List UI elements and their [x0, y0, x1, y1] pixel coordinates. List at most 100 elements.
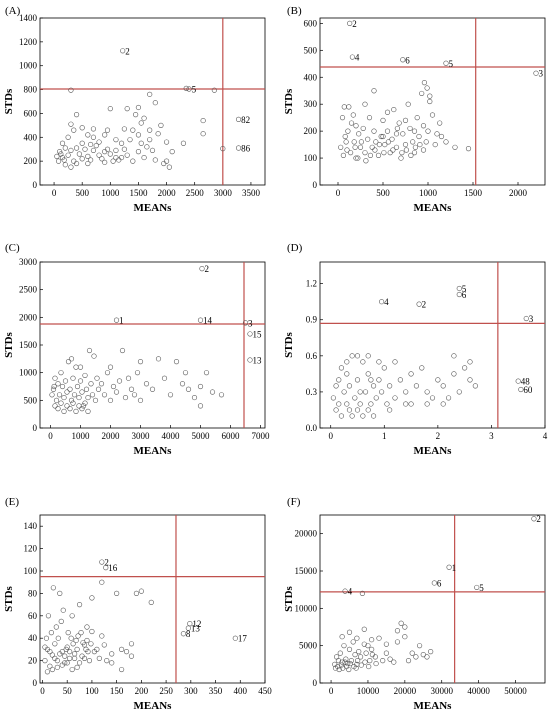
scatter-point — [45, 613, 52, 619]
scatter-point — [183, 85, 189, 91]
labeled-point — [103, 565, 109, 571]
x-tick-label: 7000 — [252, 431, 271, 441]
y-tick-label: 20000 — [295, 529, 318, 539]
y-tick-label: 0.3 — [306, 387, 318, 397]
scatter-point — [77, 378, 84, 384]
scatter-point — [161, 160, 167, 167]
scatter-point — [343, 139, 349, 145]
scatter-point — [354, 407, 361, 413]
scatter-point — [76, 403, 82, 409]
scatter-point — [84, 637, 90, 644]
scatter-point — [391, 106, 397, 113]
x-tick-label: 3500 — [242, 188, 261, 198]
scatter-point — [121, 146, 127, 152]
point-label: 2 — [352, 19, 357, 29]
scatter-point — [348, 150, 354, 156]
scatter-point — [350, 639, 356, 645]
labeled-point — [446, 564, 452, 570]
scatter-point — [346, 629, 353, 635]
scatter-point — [149, 386, 156, 392]
scatter-point — [67, 406, 73, 412]
scatter-point — [384, 128, 391, 134]
scatter-point — [65, 152, 71, 158]
y-tick-label: 200 — [304, 126, 318, 136]
y-axis-title: STDs — [3, 331, 15, 357]
scatter-point — [179, 381, 186, 387]
scatter-point — [84, 624, 90, 630]
scatter-point — [339, 634, 345, 640]
point-label: 5 — [479, 583, 484, 593]
scatter-point — [60, 607, 66, 613]
scatter-point — [350, 112, 356, 118]
scatter-point — [73, 408, 79, 415]
scatter-point — [73, 112, 80, 118]
scatter-point — [371, 88, 377, 94]
scatter-point — [143, 381, 150, 387]
scatter-point — [73, 160, 80, 167]
x-tick-label: 50 — [63, 686, 73, 696]
labeled-point — [400, 57, 406, 63]
scatter-point — [88, 141, 94, 148]
scatter-point — [383, 641, 389, 647]
labeled-point — [347, 20, 353, 26]
labeled-point — [185, 625, 191, 631]
scatter-point — [57, 651, 63, 657]
point-label: 2 — [536, 514, 541, 524]
labeled-point — [456, 285, 462, 292]
y-tick-label: 140 — [24, 521, 38, 531]
scatter-point — [182, 370, 189, 376]
scatter-point — [61, 408, 67, 415]
scatter-point — [408, 152, 414, 158]
x-tick-label: 1000 — [72, 431, 91, 441]
scatter-point — [336, 666, 342, 673]
scatter-point — [62, 145, 68, 151]
labeled-point — [342, 588, 348, 594]
scatter-point — [137, 397, 144, 403]
scatter-point — [57, 149, 63, 155]
scatter-point — [368, 377, 374, 383]
x-tick-label: 1000 — [419, 188, 438, 198]
scatter-point — [137, 359, 144, 365]
scatter-point — [349, 353, 355, 359]
scatter-point — [363, 158, 369, 164]
scatter-point — [365, 643, 371, 649]
scatter-point — [71, 158, 77, 164]
scatter-point — [397, 377, 403, 383]
x-axis-title: MEANs — [414, 700, 453, 712]
scatter-point — [82, 146, 88, 152]
point-label: 3 — [539, 69, 544, 79]
scatter-point — [90, 134, 97, 140]
scatter-point — [144, 144, 150, 150]
scatter-point — [341, 389, 347, 395]
scatter-point — [58, 618, 64, 625]
scatter-point — [382, 141, 388, 148]
x-tick-label: 350 — [209, 686, 223, 696]
scatter-point — [71, 392, 78, 398]
scatter-point — [372, 654, 378, 660]
point-label: 82 — [241, 115, 250, 125]
scatter-point — [76, 601, 83, 608]
labeled-point — [379, 299, 385, 305]
scatter-point — [330, 395, 336, 401]
scatter-point — [437, 120, 443, 126]
scatter-panel-2: (B) 0 500 1000 1500 2000 0 100 200 300 400 500 600 ME… — [283, 5, 546, 214]
scatter-point — [62, 653, 68, 659]
scatter-point — [355, 657, 361, 664]
labeled-point — [533, 70, 539, 76]
scatter-point — [82, 400, 88, 406]
scatter-point — [109, 651, 115, 657]
scatter-point — [93, 143, 99, 149]
scatter-point — [354, 635, 360, 641]
scatter-point — [353, 665, 359, 671]
scatter-point — [370, 383, 377, 389]
scatter-point — [452, 144, 458, 150]
scatter-point — [362, 659, 368, 665]
point-label: 3 — [529, 314, 534, 324]
scatter-point — [348, 120, 355, 126]
scatter-point — [376, 377, 382, 383]
scatter-point — [180, 140, 187, 146]
scatter-point — [53, 624, 59, 630]
scatter-point — [163, 158, 170, 164]
scatter-point — [149, 147, 156, 154]
scatter-point — [218, 392, 225, 398]
